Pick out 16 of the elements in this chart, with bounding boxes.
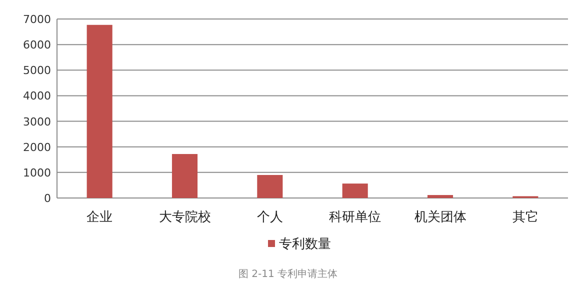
- xtick-label: 科研单位: [329, 210, 382, 225]
- ytick-label: 6000: [23, 38, 51, 52]
- ytick-label: 2000: [23, 140, 51, 154]
- ytick-label: 3000: [23, 115, 51, 128]
- ytick-label: 4000: [23, 90, 51, 103]
- xtick-label: 企业: [86, 210, 113, 225]
- legend-label: 专利数量: [279, 237, 331, 252]
- annotation: 图 2-11 专利申请主体: [238, 269, 338, 280]
- xtick-label: 大专院校: [158, 210, 211, 225]
- ytick-label: 1000: [23, 166, 51, 180]
- ytick-label: 0: [44, 192, 51, 205]
- xtick-label: 机关团体: [414, 210, 466, 225]
- xtick-label: 个人: [256, 210, 283, 225]
- ytick-label: 5000: [23, 64, 51, 78]
- xtick-label: 其它: [512, 210, 538, 225]
- ytick-label: 7000: [23, 13, 51, 26]
